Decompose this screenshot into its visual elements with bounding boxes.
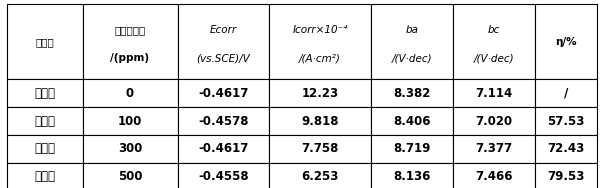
Bar bbox=[371, 107, 452, 135]
Bar bbox=[535, 4, 597, 79]
Bar bbox=[178, 79, 269, 107]
Bar bbox=[371, 163, 452, 188]
Bar bbox=[452, 163, 535, 188]
Text: Ecorr: Ecorr bbox=[210, 25, 237, 36]
Text: 第二组: 第二组 bbox=[34, 114, 56, 128]
Text: 8.406: 8.406 bbox=[393, 114, 431, 128]
Text: 缓蚀剂浓度: 缓蚀剂浓度 bbox=[114, 25, 146, 36]
Text: ba: ba bbox=[405, 25, 418, 36]
Text: 79.53: 79.53 bbox=[547, 170, 584, 183]
Text: 57.53: 57.53 bbox=[547, 114, 584, 128]
Text: η/%: η/% bbox=[555, 37, 576, 47]
Text: 7.466: 7.466 bbox=[475, 170, 512, 183]
Text: /(V·dec): /(V·dec) bbox=[391, 53, 432, 63]
Bar bbox=[83, 79, 178, 107]
Text: 9.818: 9.818 bbox=[301, 114, 339, 128]
Text: -0.4558: -0.4558 bbox=[198, 170, 249, 183]
Text: 100: 100 bbox=[118, 114, 143, 128]
Bar bbox=[83, 135, 178, 163]
Text: Icorr×10⁻⁴: Icorr×10⁻⁴ bbox=[292, 25, 348, 36]
Text: -0.4617: -0.4617 bbox=[198, 142, 249, 155]
Text: 8.382: 8.382 bbox=[393, 87, 431, 100]
Bar bbox=[178, 4, 269, 79]
Bar bbox=[7, 107, 83, 135]
Text: 72.43: 72.43 bbox=[547, 142, 584, 155]
Bar bbox=[7, 79, 83, 107]
Bar bbox=[269, 79, 371, 107]
Text: 8.136: 8.136 bbox=[393, 170, 431, 183]
Text: 500: 500 bbox=[118, 170, 143, 183]
Text: 7.758: 7.758 bbox=[301, 142, 339, 155]
Text: 6.253: 6.253 bbox=[301, 170, 339, 183]
Text: 300: 300 bbox=[118, 142, 143, 155]
Bar bbox=[178, 135, 269, 163]
Bar bbox=[7, 135, 83, 163]
Bar bbox=[371, 135, 452, 163]
Bar bbox=[83, 163, 178, 188]
Text: 实验组: 实验组 bbox=[36, 37, 54, 47]
Text: 8.719: 8.719 bbox=[393, 142, 431, 155]
Bar bbox=[83, 107, 178, 135]
Bar bbox=[178, 163, 269, 188]
Text: /(ppm): /(ppm) bbox=[111, 53, 150, 63]
Bar bbox=[452, 4, 535, 79]
Bar bbox=[535, 107, 597, 135]
Bar bbox=[371, 4, 452, 79]
Bar bbox=[371, 79, 452, 107]
Bar bbox=[452, 135, 535, 163]
Text: 7.020: 7.020 bbox=[475, 114, 512, 128]
Text: 0: 0 bbox=[126, 87, 134, 100]
Text: bc: bc bbox=[487, 25, 500, 36]
Bar bbox=[7, 4, 83, 79]
Bar bbox=[535, 79, 597, 107]
Bar bbox=[269, 107, 371, 135]
Bar bbox=[535, 135, 597, 163]
Text: /: / bbox=[564, 87, 568, 100]
Text: 第三组: 第三组 bbox=[34, 142, 56, 155]
Text: -0.4617: -0.4617 bbox=[198, 87, 249, 100]
Bar bbox=[178, 107, 269, 135]
Text: /(V·dec): /(V·dec) bbox=[474, 53, 514, 63]
Text: (vs.SCE)/V: (vs.SCE)/V bbox=[196, 53, 250, 63]
Text: 12.23: 12.23 bbox=[301, 87, 339, 100]
Bar bbox=[269, 4, 371, 79]
Bar bbox=[83, 4, 178, 79]
Text: 7.377: 7.377 bbox=[475, 142, 512, 155]
Text: -0.4578: -0.4578 bbox=[198, 114, 249, 128]
Bar bbox=[7, 163, 83, 188]
Text: 第四组: 第四组 bbox=[34, 170, 56, 183]
Text: 第一组: 第一组 bbox=[34, 87, 56, 100]
Bar bbox=[269, 135, 371, 163]
Bar bbox=[535, 163, 597, 188]
Bar bbox=[269, 163, 371, 188]
Text: 7.114: 7.114 bbox=[475, 87, 512, 100]
Bar bbox=[452, 79, 535, 107]
Bar bbox=[452, 107, 535, 135]
Text: /(A·cm²): /(A·cm²) bbox=[299, 53, 341, 63]
